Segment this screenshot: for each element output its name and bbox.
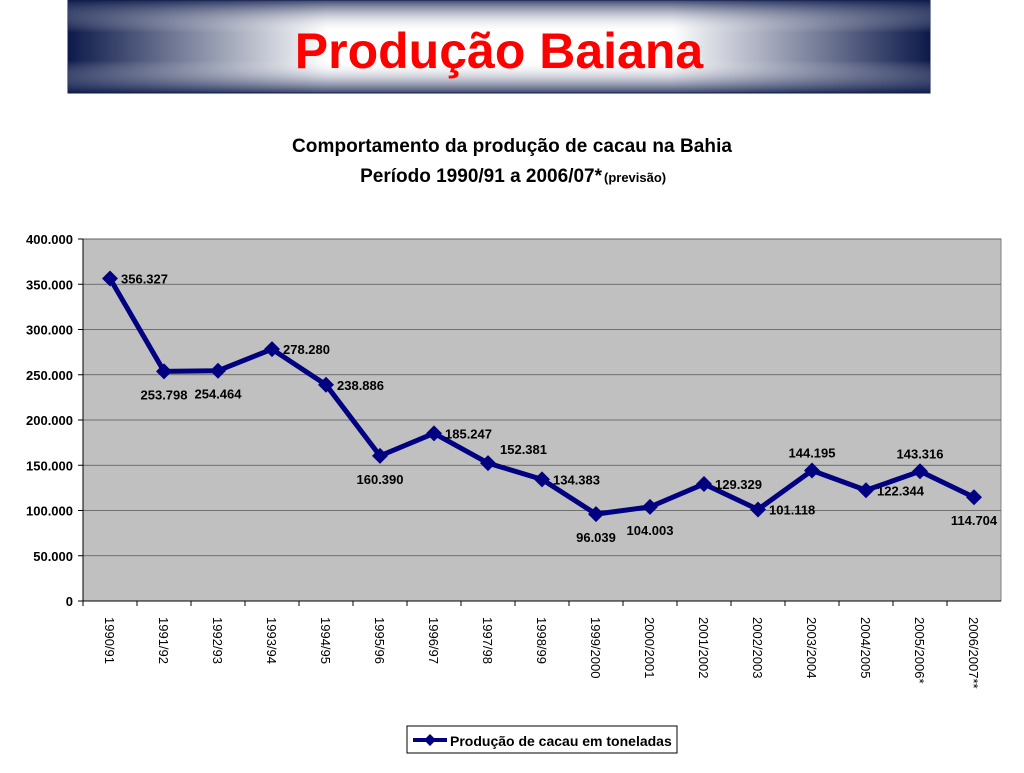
data-label: 96.039: [576, 530, 616, 545]
chart-title: Comportamento da produção de cacau na Ba…: [292, 136, 732, 157]
data-label: 122.344: [877, 483, 925, 498]
data-point: [750, 501, 766, 518]
x-tick-label: 1994/95: [318, 617, 333, 664]
y-tick-label: 350.000: [26, 277, 73, 292]
y-tick-label: 0: [66, 594, 73, 609]
data-label: 254.464: [195, 387, 243, 402]
data-label: 134.383: [553, 472, 600, 487]
x-tick-label: 2005/2006*: [912, 617, 927, 684]
y-tick-label: 250.000: [26, 368, 73, 383]
data-label: 278.280: [283, 342, 330, 357]
data-point: [696, 475, 712, 492]
x-tick-label: 2003/2004: [804, 617, 819, 678]
data-point: [264, 341, 280, 358]
data-point: [912, 463, 928, 480]
data-label: 101.118: [769, 502, 815, 517]
chart-subtitle: Período 1990/91 a 2006/07*: [360, 166, 602, 187]
data-point: [534, 471, 550, 488]
data-point: [480, 455, 496, 472]
x-tick-label: 1991/92: [156, 617, 171, 664]
y-tick-label: 300.000: [26, 323, 73, 338]
header-shade: [68, 0, 930, 93]
data-label: 356.327: [121, 272, 168, 287]
y-tick-label: 150.000: [26, 458, 73, 473]
data-point: [156, 363, 172, 380]
data-label: 129.329: [715, 477, 762, 492]
y-tick-label: 200.000: [26, 413, 73, 428]
x-tick-label: 1995/96: [372, 617, 387, 664]
data-point: [102, 270, 118, 287]
y-tick-label: 100.000: [26, 504, 73, 519]
x-tick-label: 1997/98: [480, 617, 495, 664]
x-tick-label: 1999/2000: [588, 617, 603, 678]
data-label: 143.316: [897, 446, 944, 461]
data-point: [858, 482, 874, 499]
x-tick-label: 2000/2001: [642, 617, 657, 678]
data-label: 238.886: [337, 378, 384, 393]
x-tick-label: 2006/2007**: [966, 617, 981, 689]
y-tick-label: 400.000: [26, 232, 73, 247]
data-label: 144.195: [789, 446, 836, 461]
data-point: [804, 462, 820, 479]
data-point: [372, 447, 388, 464]
x-tick-label: 2004/2005: [858, 617, 873, 678]
x-tick-label: 1998/99: [534, 617, 549, 664]
x-tick-label: 1993/94: [264, 617, 279, 664]
data-label: 160.390: [357, 472, 404, 487]
legend-label: Produção de cacau em toneladas: [450, 733, 672, 749]
legend-box: [406, 725, 678, 754]
data-label: 114.704: [951, 513, 998, 528]
y-tick-label: 50.000: [33, 549, 73, 564]
chart-subtitle-note: (previsão): [604, 170, 666, 185]
x-tick-label: 1992/93: [210, 617, 225, 664]
x-tick-label: 1996/97: [426, 617, 441, 664]
data-label: 152.381: [500, 442, 547, 457]
data-point: [642, 498, 658, 515]
data-label: 253.798: [141, 387, 188, 402]
data-point: [966, 489, 982, 506]
header-title: Produção Baiana: [295, 23, 705, 79]
data-point: [318, 376, 334, 393]
data-label: 104.003: [627, 523, 674, 538]
data-point: [210, 362, 226, 379]
x-tick-label: 2001/2002: [696, 617, 711, 678]
legend-marker: [424, 734, 436, 746]
x-tick-label: 1990/91: [102, 617, 117, 664]
data-point: [588, 506, 604, 523]
data-label: 185.247: [445, 426, 492, 441]
data-point: [426, 425, 442, 442]
x-tick-label: 2002/2003: [750, 617, 765, 678]
